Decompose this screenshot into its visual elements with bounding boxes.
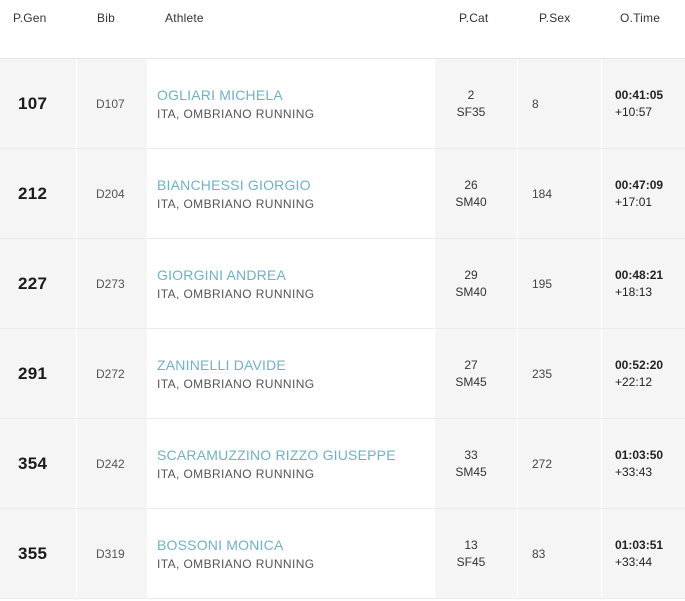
general-position: 107 [0, 59, 76, 148]
category-position: 13 [464, 537, 478, 552]
time-cell: 00:41:05 +10:57 [601, 59, 685, 148]
category-code: SM40 [455, 194, 487, 209]
official-time: 01:03:51 [615, 537, 664, 552]
athlete-cell: ZANINELLI DAVIDE ITA, OMBRIANO RUNNING [147, 329, 435, 418]
athlete-team: ITA, OMBRIANO RUNNING [157, 196, 315, 211]
category-code: SF35 [456, 104, 486, 119]
header-general-position[interactable]: P.Gen [13, 11, 47, 25]
sex-position: 8 [517, 59, 601, 148]
category-position: 29 [464, 267, 478, 282]
athlete-cell: OGLIARI MICHELA ITA, OMBRIANO RUNNING [147, 59, 435, 148]
sex-position: 184 [517, 149, 601, 238]
general-position: 355 [0, 509, 76, 598]
table-row[interactable]: 212 D204 BIANCHESSI GIORGIO ITA, OMBRIAN… [0, 149, 685, 239]
official-time: 01:03:50 [615, 447, 664, 462]
official-time: 00:48:21 [615, 267, 664, 282]
header-official-time[interactable]: O.Time [620, 11, 661, 25]
category-position: 26 [464, 177, 478, 192]
bib-number: D204 [76, 149, 147, 238]
athlete-cell: SCARAMUZZINO RIZZO GIUSEPPE ITA, OMBRIAN… [147, 419, 435, 508]
bib-number: D319 [76, 509, 147, 598]
general-position: 354 [0, 419, 76, 508]
table-row[interactable]: 107 D107 OGLIARI MICHELA ITA, OMBRIANO R… [0, 59, 685, 149]
athlete-team: ITA, OMBRIANO RUNNING [157, 556, 315, 571]
athlete-name-link[interactable]: ZANINELLI DAVIDE [157, 356, 286, 373]
athlete-name-link[interactable]: GIORGINI ANDREA [157, 266, 287, 283]
sex-position: 235 [517, 329, 601, 418]
time-gap: +10:57 [615, 104, 653, 119]
athlete-team: ITA, OMBRIANO RUNNING [157, 106, 315, 121]
time-gap: +22:12 [615, 374, 653, 389]
time-cell: 00:52:20 +22:12 [601, 329, 685, 418]
category-cell: 26 SM40 [435, 149, 517, 238]
time-cell: 00:48:21 +18:13 [601, 239, 685, 328]
header-sex-position[interactable]: P.Sex [539, 11, 571, 25]
table-row[interactable]: 354 D242 SCARAMUZZINO RIZZO GIUSEPPE ITA… [0, 419, 685, 509]
category-position: 27 [464, 357, 478, 372]
athlete-name-link[interactable]: BIANCHESSI GIORGIO [157, 176, 311, 193]
official-time: 00:47:09 [615, 177, 664, 192]
time-cell: 01:03:51 +33:44 [601, 509, 685, 598]
time-cell: 01:03:50 +33:43 [601, 419, 685, 508]
athlete-name-link[interactable]: BOSSONI MONICA [157, 536, 284, 553]
time-gap: +33:44 [615, 554, 653, 569]
category-cell: 27 SM45 [435, 329, 517, 418]
general-position: 291 [0, 329, 76, 418]
bib-number: D107 [76, 59, 147, 148]
category-code: SM45 [455, 464, 487, 479]
athlete-name-link[interactable]: SCARAMUZZINO RIZZO GIUSEPPE [157, 446, 396, 463]
category-position: 2 [467, 87, 475, 102]
athlete-team: ITA, OMBRIANO RUNNING [157, 376, 315, 391]
time-gap: +33:43 [615, 464, 653, 479]
category-position: 33 [464, 447, 478, 462]
header-bib[interactable]: Bib [97, 11, 115, 25]
official-time: 00:52:20 [615, 357, 664, 372]
athlete-cell: BIANCHESSI GIORGIO ITA, OMBRIANO RUNNING [147, 149, 435, 238]
table-row[interactable]: 355 D319 BOSSONI MONICA ITA, OMBRIANO RU… [0, 509, 685, 599]
table-row[interactable]: 227 D273 GIORGINI ANDREA ITA, OMBRIANO R… [0, 239, 685, 329]
athlete-cell: BOSSONI MONICA ITA, OMBRIANO RUNNING [147, 509, 435, 598]
general-position: 212 [0, 149, 76, 238]
category-code: SM45 [455, 374, 487, 389]
category-code: SF45 [456, 554, 486, 569]
athlete-team: ITA, OMBRIANO RUNNING [157, 466, 315, 481]
header-category-position[interactable]: P.Cat [459, 11, 489, 25]
time-gap: +18:13 [615, 284, 653, 299]
header-athlete[interactable]: Athlete [165, 11, 204, 25]
general-position: 227 [0, 239, 76, 328]
athlete-name-link[interactable]: OGLIARI MICHELA [157, 86, 283, 103]
category-cell: 33 SM45 [435, 419, 517, 508]
bib-number: D273 [76, 239, 147, 328]
athlete-team: ITA, OMBRIANO RUNNING [157, 286, 315, 301]
category-cell: 2 SF35 [435, 59, 517, 148]
category-cell: 13 SF45 [435, 509, 517, 598]
athlete-cell: GIORGINI ANDREA ITA, OMBRIANO RUNNING [147, 239, 435, 328]
category-cell: 29 SM40 [435, 239, 517, 328]
official-time: 00:41:05 [615, 87, 664, 102]
sex-position: 83 [517, 509, 601, 598]
table-row[interactable]: 291 D272 ZANINELLI DAVIDE ITA, OMBRIANO … [0, 329, 685, 419]
sex-position: 195 [517, 239, 601, 328]
time-gap: +17:01 [615, 194, 653, 209]
time-cell: 00:47:09 +17:01 [601, 149, 685, 238]
bib-number: D242 [76, 419, 147, 508]
bib-number: D272 [76, 329, 147, 418]
table-header: P.Gen Bib Athlete P.Cat P.Sex O.Time [0, 0, 685, 59]
sex-position: 272 [517, 419, 601, 508]
category-code: SM40 [455, 284, 487, 299]
